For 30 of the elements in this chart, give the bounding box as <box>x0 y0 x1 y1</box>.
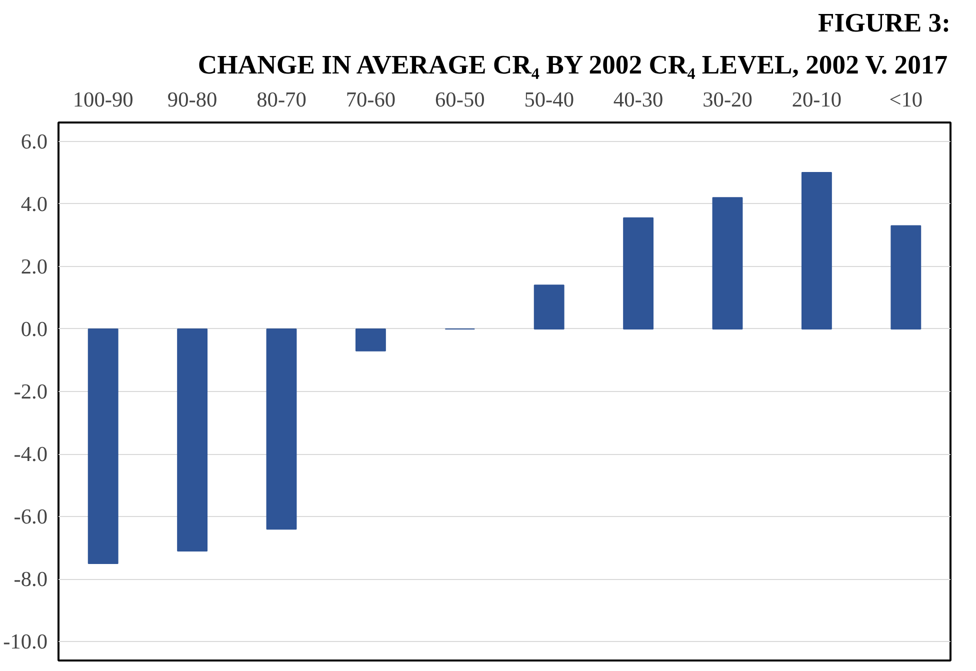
x-tick-label: 100-90 <box>72 88 134 112</box>
bar <box>890 225 922 330</box>
bar <box>266 328 297 530</box>
chart-title: FIGURE 3: <box>818 8 951 38</box>
bar <box>177 328 208 552</box>
x-tick-label: 80-70 <box>256 88 306 112</box>
x-tick-label: 40-30 <box>613 88 664 112</box>
x-tick-label: 90-80 <box>167 88 218 112</box>
y-tick-label: -6.0 <box>14 504 48 529</box>
y-tick-label: 0.0 <box>20 316 48 341</box>
bar <box>534 284 564 330</box>
x-tick-label: 20-10 <box>792 88 842 112</box>
y-tick-label: -4.0 <box>14 442 48 466</box>
y-tick-label: 2.0 <box>20 254 48 278</box>
y-tick-label: 4.0 <box>20 192 48 216</box>
bar <box>88 328 118 564</box>
x-tick-label: 60-50 <box>435 88 485 112</box>
y-tick-label: -10.0 <box>3 630 48 654</box>
bar <box>355 328 386 352</box>
x-tick-label: 50-40 <box>524 88 574 112</box>
bar <box>712 197 743 330</box>
bar <box>801 172 832 330</box>
x-tick-label: 70-60 <box>346 88 396 112</box>
x-tick-label: 30-20 <box>702 88 752 112</box>
y-tick-label: -8.0 <box>14 567 48 592</box>
bar <box>623 217 654 330</box>
x-tick-label: <10 <box>889 88 923 112</box>
y-tick-label: -2.0 <box>14 380 48 404</box>
y-tick-label: 6.0 <box>20 129 48 154</box>
chart-subtitle: CHANGE IN AVERAGE CR₄ BY 2002 CR₄ LEVEL, 2002 V. 2017 <box>198 50 948 80</box>
